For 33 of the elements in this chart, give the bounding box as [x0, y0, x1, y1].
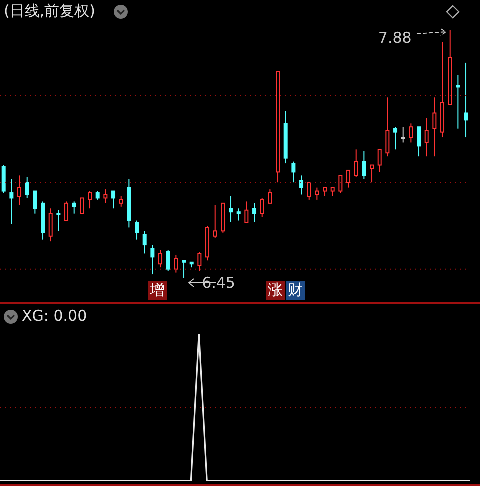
- text: 财: [286, 281, 305, 300]
- text: 增: [148, 281, 167, 300]
- candlestick: [464, 62, 468, 138]
- chart-title: XG: 0.00: [22, 307, 88, 325]
- candlestick: [229, 196, 234, 224]
- candlestick: [142, 230, 147, 254]
- candlestick: [56, 210, 61, 232]
- candlestick: [112, 190, 116, 210]
- candlestick: [104, 189, 108, 204]
- chart-title: (日线,前复权): [4, 2, 96, 21]
- candlestick: [456, 74, 460, 130]
- candlestick: [72, 201, 76, 214]
- candlestick: [417, 126, 422, 158]
- candlestick: [236, 208, 241, 222]
- candlestick: [150, 244, 155, 276]
- candlestick: [182, 260, 186, 278]
- candlestick: [10, 178, 14, 225]
- candlestick: [135, 220, 140, 240]
- text: 涨: [266, 281, 285, 300]
- candlestick: [166, 250, 170, 272]
- candlestick: [33, 190, 38, 214]
- candlestick: [394, 126, 398, 150]
- candlestick: [252, 202, 257, 224]
- annotation: 7.88: [378, 29, 412, 47]
- annotation: 6.45: [202, 274, 236, 292]
- candlestick: [25, 176, 30, 199]
- candlestick: [300, 175, 304, 196]
- candlestick: [401, 126, 406, 144]
- candlestick: [362, 150, 366, 180]
- candlestick: [292, 161, 296, 184]
- candlestick: [432, 97, 437, 158]
- candlestick: [18, 175, 22, 206]
- candlestick: [424, 118, 429, 158]
